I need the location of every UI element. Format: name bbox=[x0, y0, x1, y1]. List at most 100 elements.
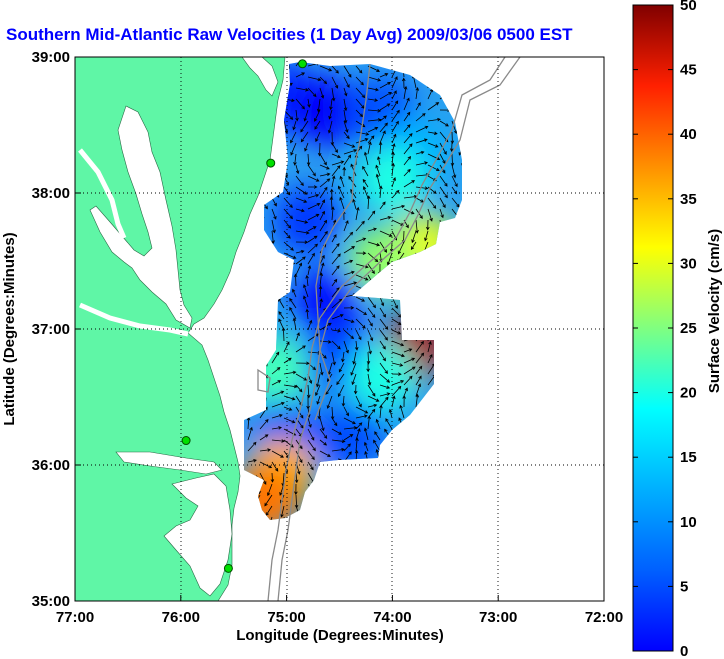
velocity-vector bbox=[439, 153, 446, 164]
velocity-vector bbox=[415, 113, 426, 122]
velocity-vector bbox=[295, 450, 303, 464]
velocity-vector bbox=[401, 77, 406, 89]
velocity-vector bbox=[379, 115, 387, 122]
velocity-vector bbox=[319, 65, 333, 72]
velocity-vector bbox=[379, 351, 386, 362]
velocity-vector bbox=[271, 390, 285, 397]
velocity-vector bbox=[403, 85, 408, 100]
velocity-vector bbox=[330, 188, 334, 199]
velocity-vector bbox=[379, 362, 388, 374]
velocity-vector bbox=[305, 308, 310, 320]
velocity-vector bbox=[343, 417, 356, 425]
velocity-vector bbox=[439, 208, 444, 219]
velocity-vector bbox=[283, 208, 293, 220]
velocity-vector bbox=[307, 87, 317, 98]
velocity-vector bbox=[379, 201, 386, 210]
velocity-vector bbox=[294, 472, 299, 484]
velocity-vector bbox=[343, 131, 350, 140]
velocity-vector bbox=[379, 216, 392, 221]
velocity-vector bbox=[403, 348, 413, 353]
velocity-vector bbox=[283, 357, 292, 364]
velocity-vector bbox=[343, 426, 358, 430]
velocity-vector bbox=[427, 208, 433, 222]
velocity-vector bbox=[427, 153, 441, 161]
velocity-vector bbox=[270, 472, 275, 483]
velocity-vector bbox=[271, 208, 277, 220]
velocity-vector bbox=[271, 439, 286, 443]
velocity-vector bbox=[379, 230, 393, 237]
chesapeake-bay bbox=[89, 105, 193, 329]
velocity-vector bbox=[331, 253, 341, 265]
velocity-vector bbox=[355, 131, 370, 136]
velocity-vector bbox=[283, 186, 291, 196]
velocity-cell-8 bbox=[294, 267, 363, 336]
velocity-vector bbox=[439, 175, 448, 187]
velocity-vector bbox=[367, 296, 376, 309]
velocity-vector bbox=[307, 226, 317, 232]
velocity-vector bbox=[403, 124, 411, 133]
velocity-vector bbox=[439, 186, 448, 199]
velocity-vector bbox=[295, 62, 303, 67]
chart-title: Southern Mid-Atlantic Raw Velocities (1 … bbox=[6, 25, 573, 44]
velocity-vector bbox=[331, 417, 338, 427]
velocity-vector bbox=[318, 285, 323, 298]
velocity-cell-4 bbox=[358, 145, 427, 214]
velocity-vector bbox=[367, 318, 373, 327]
velocity-vector bbox=[319, 262, 325, 276]
velocity-vector bbox=[355, 422, 363, 430]
velocity-vector bbox=[307, 461, 314, 471]
velocity-vector bbox=[403, 133, 413, 144]
velocity-vector bbox=[366, 351, 371, 365]
velocity-vector bbox=[331, 265, 340, 276]
velocity-vector bbox=[293, 153, 297, 166]
colorbar-tick-label: 25 bbox=[680, 320, 697, 337]
velocity-vector bbox=[295, 164, 300, 175]
velocity-vector bbox=[329, 196, 334, 210]
velocity-vector bbox=[410, 241, 417, 251]
velocity-vector bbox=[295, 98, 305, 110]
velocity-vector bbox=[362, 186, 369, 199]
velocity-vector bbox=[449, 142, 454, 153]
pamlico-sound bbox=[163, 473, 233, 597]
velocity-vector bbox=[367, 76, 382, 82]
velocity-vector bbox=[366, 362, 370, 373]
velocity-vector bbox=[451, 186, 458, 195]
radar-site-0 bbox=[297, 59, 307, 69]
velocity-vector bbox=[331, 428, 343, 435]
velocity-vector bbox=[289, 297, 297, 309]
velocity-vector bbox=[343, 231, 354, 243]
velocity-vector bbox=[403, 180, 416, 188]
velocity-vector bbox=[367, 307, 376, 318]
velocity-vector bbox=[307, 213, 320, 221]
velocity-vector bbox=[303, 295, 309, 309]
velocity-vector bbox=[451, 175, 458, 188]
velocity-vector bbox=[283, 370, 297, 375]
velocity-vector bbox=[283, 219, 292, 229]
velocity-vector bbox=[367, 210, 376, 221]
velocity-vector bbox=[307, 175, 320, 182]
velocity-vector bbox=[343, 281, 358, 287]
velocity-vector bbox=[271, 197, 277, 207]
velocity-vector bbox=[330, 131, 335, 146]
velocity-vector bbox=[367, 252, 379, 263]
velocity-vector bbox=[355, 65, 363, 74]
velocity-vector bbox=[355, 237, 367, 243]
velocity-vector bbox=[386, 252, 393, 266]
velocity-vector bbox=[343, 340, 349, 354]
velocity-vector bbox=[425, 219, 430, 231]
velocity-vector bbox=[415, 161, 428, 166]
velocity-vector bbox=[355, 395, 362, 408]
velocity-vector bbox=[259, 472, 267, 485]
velocity-vector bbox=[271, 230, 275, 245]
velocity-vector bbox=[331, 87, 336, 102]
velocity-vector bbox=[339, 175, 345, 188]
velocity-vector bbox=[271, 461, 279, 472]
velocity-vector bbox=[319, 428, 328, 439]
velocity-vector bbox=[375, 164, 381, 177]
velocity-vector bbox=[367, 415, 371, 430]
velocity-vector bbox=[391, 120, 399, 133]
velocity-vector bbox=[403, 97, 410, 111]
velocity-vector bbox=[379, 340, 386, 350]
velocity-vector bbox=[348, 175, 357, 188]
velocity-vector bbox=[355, 414, 368, 419]
